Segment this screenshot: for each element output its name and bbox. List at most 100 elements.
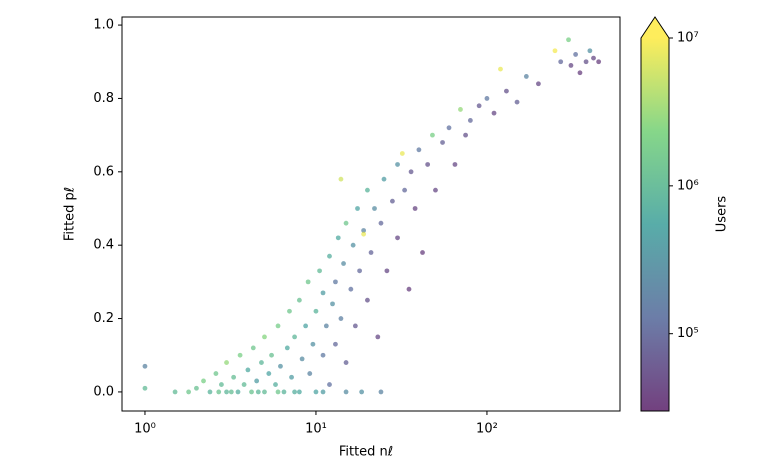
data-point bbox=[338, 176, 344, 182]
data-point bbox=[348, 286, 354, 292]
data-point bbox=[228, 389, 234, 395]
data-point bbox=[467, 118, 473, 123]
data-point bbox=[320, 290, 326, 296]
data-point bbox=[343, 220, 349, 226]
data-point bbox=[343, 360, 349, 365]
data-point bbox=[320, 352, 326, 358]
data-point bbox=[420, 250, 425, 255]
data-point bbox=[491, 110, 497, 116]
data-point bbox=[402, 187, 408, 193]
colorbar-tick-label: 10⁵ bbox=[677, 326, 699, 341]
data-point bbox=[262, 334, 267, 340]
data-point bbox=[375, 334, 381, 340]
data-point bbox=[361, 228, 367, 233]
y-tick-label: 0.2 bbox=[93, 311, 114, 326]
data-point bbox=[365, 297, 370, 303]
data-point bbox=[250, 345, 256, 351]
data-point bbox=[194, 385, 199, 391]
data-point bbox=[213, 371, 219, 376]
data-point bbox=[333, 279, 338, 285]
data-point bbox=[343, 389, 349, 395]
data-point bbox=[292, 334, 297, 340]
data-point bbox=[476, 103, 482, 109]
data-point bbox=[390, 198, 395, 204]
data-point bbox=[317, 268, 322, 274]
data-point bbox=[440, 140, 445, 145]
colorbar bbox=[641, 38, 669, 411]
data-point bbox=[514, 99, 520, 105]
data-point bbox=[323, 323, 329, 329]
data-point bbox=[395, 235, 400, 241]
data-point bbox=[237, 352, 243, 358]
data-point bbox=[296, 389, 302, 395]
x-tick-label: 10⁰ bbox=[134, 422, 156, 437]
data-point bbox=[254, 378, 260, 384]
y-tick-label: 0.8 bbox=[93, 91, 114, 106]
data-point bbox=[231, 374, 237, 380]
data-point bbox=[433, 187, 438, 193]
data-point bbox=[338, 316, 344, 321]
data-point bbox=[412, 206, 418, 211]
colorbar-tick-label: 10⁷ bbox=[677, 31, 699, 46]
data-point bbox=[142, 385, 148, 391]
data-point bbox=[275, 389, 281, 395]
data-point bbox=[341, 261, 346, 266]
data-point bbox=[361, 231, 367, 237]
x-tick-label: 10² bbox=[476, 422, 498, 437]
data-point bbox=[273, 382, 278, 387]
data-point bbox=[558, 59, 564, 65]
data-point bbox=[327, 253, 332, 259]
data-point bbox=[224, 389, 229, 395]
plot-frame bbox=[121, 16, 621, 412]
data-point bbox=[275, 323, 281, 329]
data-point bbox=[399, 151, 405, 156]
x-axis-label: Fitted nℓ bbox=[339, 445, 393, 460]
data-point bbox=[359, 389, 365, 395]
data-point bbox=[219, 382, 224, 387]
data-point bbox=[504, 88, 509, 94]
x-tick-label: 10¹ bbox=[305, 422, 327, 437]
data-point bbox=[484, 96, 490, 101]
data-point bbox=[446, 125, 452, 131]
data-point bbox=[259, 360, 264, 365]
data-point bbox=[305, 279, 311, 285]
data-point bbox=[255, 389, 261, 395]
data-point bbox=[330, 301, 335, 307]
y-tick-label: 0.0 bbox=[93, 384, 114, 399]
data-point bbox=[310, 341, 316, 347]
data-point bbox=[577, 70, 583, 76]
data-point bbox=[327, 382, 332, 387]
data-point bbox=[566, 37, 571, 43]
data-point bbox=[186, 389, 192, 395]
data-point bbox=[378, 389, 384, 395]
data-point bbox=[406, 286, 412, 292]
colorbar-label: Users bbox=[715, 196, 730, 233]
data-point bbox=[262, 389, 267, 395]
data-point bbox=[307, 371, 313, 376]
y-tick-label: 0.4 bbox=[93, 238, 114, 253]
data-point bbox=[378, 220, 384, 226]
data-point bbox=[284, 345, 290, 351]
data-point bbox=[333, 341, 338, 347]
y-tick-label: 0.6 bbox=[93, 164, 114, 179]
data-point bbox=[498, 66, 503, 72]
y-axis-label: Fitted pℓ bbox=[63, 187, 78, 241]
data-point bbox=[289, 374, 294, 380]
data-point bbox=[287, 308, 292, 314]
data-point bbox=[458, 107, 463, 112]
data-point bbox=[568, 63, 574, 68]
data-point bbox=[452, 162, 458, 167]
data-point bbox=[381, 176, 387, 182]
data-point bbox=[292, 389, 297, 395]
data-point bbox=[365, 187, 370, 193]
data-point bbox=[536, 81, 541, 87]
data-point bbox=[416, 147, 422, 153]
data-point bbox=[216, 389, 222, 395]
colorbar-frame bbox=[640, 16, 670, 412]
data-point bbox=[573, 52, 579, 57]
data-point bbox=[591, 55, 596, 61]
data-point bbox=[335, 235, 341, 241]
data-point bbox=[355, 206, 360, 211]
data-point bbox=[357, 268, 363, 274]
